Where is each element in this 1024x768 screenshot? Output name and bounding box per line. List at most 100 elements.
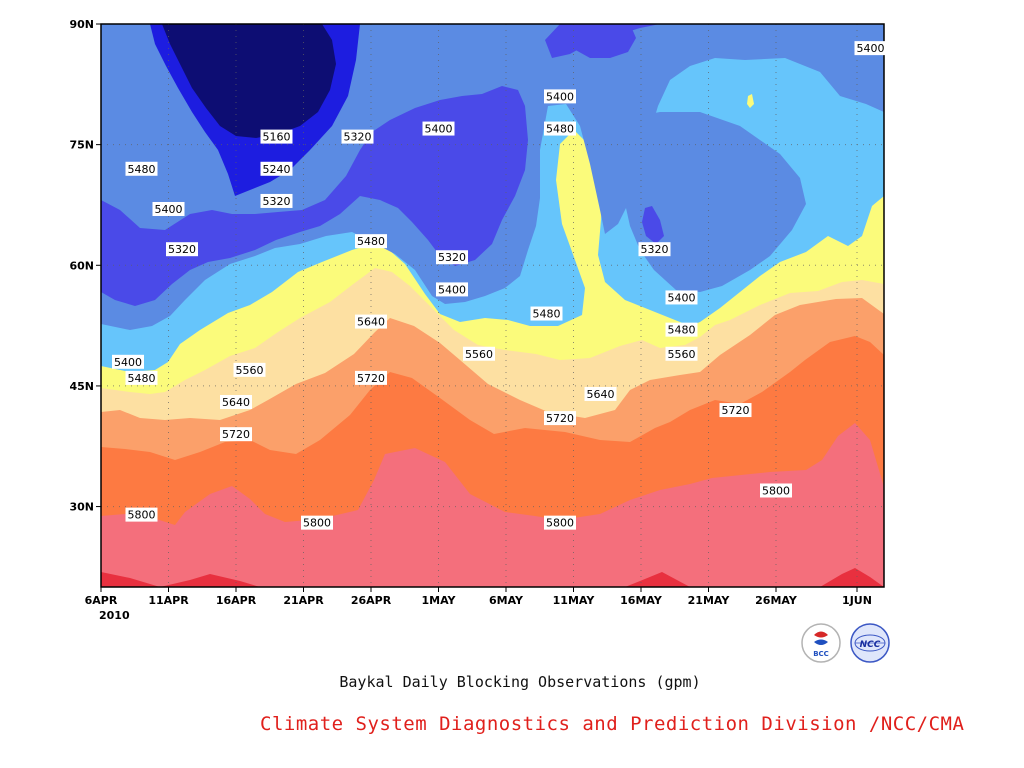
contour-label: 5800 bbox=[301, 515, 333, 530]
contour-label: 5400 bbox=[112, 354, 144, 369]
contour-label: 5640 bbox=[584, 386, 617, 401]
x-tick-label: 21APR bbox=[283, 594, 324, 607]
contour-label-text: 5640 bbox=[222, 396, 250, 409]
contour-label-text: 5400 bbox=[114, 356, 142, 369]
contour-label: 5400 bbox=[436, 282, 468, 297]
contour-label-text: 5320 bbox=[438, 251, 466, 264]
band-5320-island bbox=[566, 24, 636, 58]
chart-credit: Climate System Diagnostics and Predictio… bbox=[260, 713, 965, 735]
contour-label-text: 5720 bbox=[357, 372, 385, 385]
contour-label-text: 5320 bbox=[641, 243, 669, 256]
contour-label-text: 5160 bbox=[263, 131, 291, 144]
contour-fields bbox=[101, 24, 884, 587]
contour-label: 5800 bbox=[544, 515, 576, 530]
contour-label-text: 5400 bbox=[425, 123, 453, 136]
contour-label: 5400 bbox=[854, 41, 887, 56]
ncc-logo: NCC bbox=[850, 623, 890, 663]
contour-label: 5640 bbox=[355, 314, 387, 329]
contour-label: 5480 bbox=[544, 121, 576, 136]
contour-label: 5720 bbox=[544, 411, 576, 426]
contour-label: 5480 bbox=[125, 161, 158, 176]
contour-label: 5560 bbox=[233, 362, 266, 377]
contour-label: 5320 bbox=[341, 129, 374, 144]
contour-label-text: 5480 bbox=[546, 123, 574, 136]
contour-label: 5400 bbox=[152, 201, 185, 216]
contour-label-text: 5320 bbox=[263, 195, 291, 208]
band-5240-5320 bbox=[101, 24, 884, 306]
agency-logos: BCC NCC bbox=[801, 623, 890, 663]
y-tick-label: 90N bbox=[69, 18, 94, 31]
x-tick-label: 16APR bbox=[216, 594, 257, 607]
contour-label-text: 5480 bbox=[357, 235, 385, 248]
contour-label-text: 5720 bbox=[222, 428, 250, 441]
y-tick-label: 60N bbox=[69, 259, 94, 272]
contour-label-text: 5800 bbox=[546, 517, 574, 530]
contour-label-text: 5400 bbox=[155, 203, 183, 216]
band-5480-islet bbox=[747, 94, 754, 108]
contour-label-text: 5560 bbox=[668, 348, 696, 361]
x-tick-label: 1JUN bbox=[842, 594, 872, 607]
x-tick-label: 26APR bbox=[351, 594, 392, 607]
contour-label-text: 5480 bbox=[668, 324, 696, 337]
band-5240-islet bbox=[642, 206, 664, 244]
contour-label-text: 5800 bbox=[128, 509, 156, 522]
contour-label: 5400 bbox=[665, 290, 698, 305]
contour-label-text: 5480 bbox=[128, 163, 156, 176]
contour-label: 5720 bbox=[220, 427, 252, 442]
contour-label: 5800 bbox=[125, 507, 158, 522]
y-tick-label: 45N bbox=[69, 380, 94, 393]
contour-labels: 5160 5240 5320 5320 5400 5400 5480 5480 5400 5320… bbox=[112, 41, 887, 530]
contour-label-text: 5480 bbox=[128, 372, 156, 385]
contour-label: 5560 bbox=[463, 346, 495, 361]
contour-label: 5720 bbox=[719, 403, 752, 418]
contour-label-text: 5480 bbox=[533, 308, 561, 321]
bcc-logo-text: BCC bbox=[813, 650, 829, 658]
contour-label-text: 5400 bbox=[546, 90, 574, 103]
contour-label: 5480 bbox=[355, 234, 387, 249]
contour-label: 5560 bbox=[665, 346, 698, 361]
x-tick-label: 21MAY bbox=[688, 594, 731, 607]
x-tick-label: 1MAY bbox=[421, 594, 456, 607]
contour-label: 5320 bbox=[638, 242, 671, 257]
contour-label-text: 5800 bbox=[762, 484, 790, 497]
band-below-5160 bbox=[162, 24, 336, 138]
x-tick-label: 16MAY bbox=[620, 594, 663, 607]
x-tick-label: 6APR bbox=[85, 594, 118, 607]
contour-label: 5320 bbox=[260, 193, 293, 208]
contour-label: 5480 bbox=[125, 370, 158, 385]
y-tick-label: 30N bbox=[69, 501, 94, 514]
x-axis-year-label: 2010 bbox=[99, 609, 130, 622]
x-tick-label: 11MAY bbox=[553, 594, 596, 607]
contour-label: 5400 bbox=[544, 89, 576, 104]
contour-label: 5400 bbox=[422, 121, 455, 136]
contour-label-text: 5400 bbox=[857, 42, 885, 55]
x-tick-label: 26MAY bbox=[755, 594, 798, 607]
contour-label: 5320 bbox=[166, 242, 198, 257]
ncc-logo-text: NCC bbox=[860, 640, 881, 650]
contour-label-text: 5400 bbox=[668, 291, 696, 304]
contour-label-text: 5640 bbox=[587, 388, 615, 401]
contour-label-text: 5320 bbox=[168, 243, 196, 256]
contour-label-text: 5640 bbox=[357, 316, 385, 329]
y-tick-label: 75N bbox=[69, 139, 94, 152]
contour-label-text: 5240 bbox=[263, 163, 291, 176]
contour-label: 5160 bbox=[260, 129, 293, 144]
x-axis-ticks: 6APR 11APR 16APR 21APR 26APR 1MAY 6MAY 11MAY 16M… bbox=[85, 587, 872, 607]
y-axis-ticks: 90N 75N 60N 45N 30N bbox=[69, 18, 101, 514]
contour-label: 5240 bbox=[260, 161, 293, 176]
chart-title: Baykal Daily Blocking Observations (gpm) bbox=[339, 673, 701, 691]
contour-label: 5640 bbox=[220, 395, 252, 410]
contour-label-text: 5720 bbox=[546, 412, 574, 425]
contour-label-text: 5800 bbox=[303, 517, 331, 530]
contour-label-text: 5560 bbox=[236, 364, 264, 377]
contour-label-text: 5400 bbox=[438, 283, 466, 296]
contour-label: 5720 bbox=[355, 370, 387, 385]
contour-label-text: 5720 bbox=[722, 404, 750, 417]
plot-frame bbox=[100, 23, 885, 588]
bcc-logo: BCC bbox=[801, 623, 841, 663]
contour-label: 5480 bbox=[530, 306, 563, 321]
contour-label: 5800 bbox=[760, 483, 792, 498]
contour-label-text: 5560 bbox=[465, 348, 493, 361]
contour-label: 5480 bbox=[665, 322, 698, 337]
